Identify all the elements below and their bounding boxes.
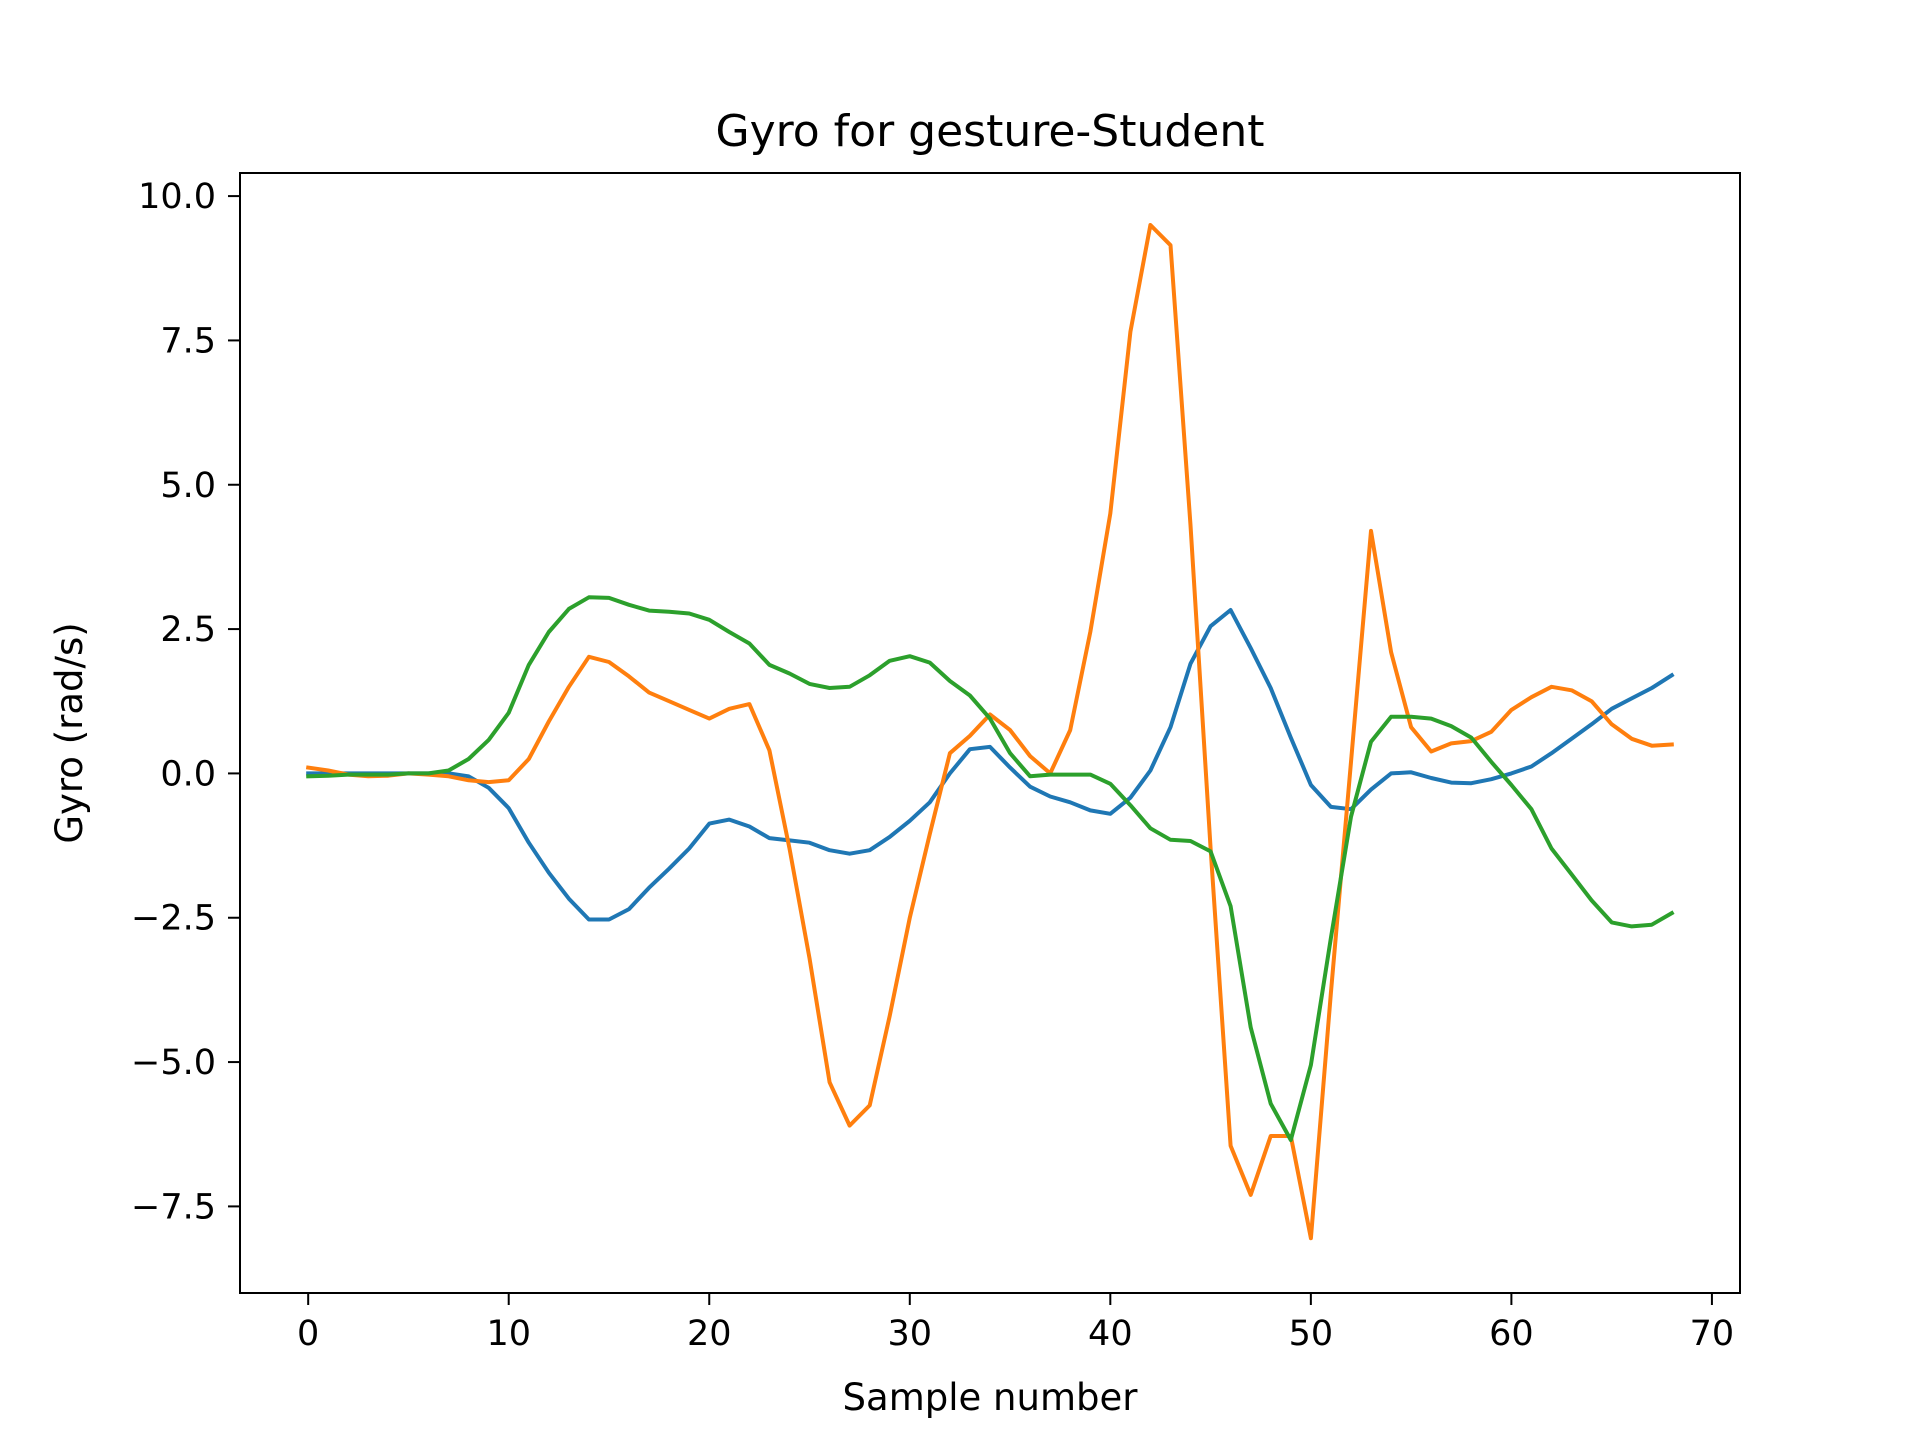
y-tick-label: 0.0 [160,754,216,794]
x-tick-label: 0 [297,1314,319,1354]
series-layer [305,223,1675,1241]
y-tick-label: 10.0 [138,177,216,217]
x-tick-label: 70 [1690,1314,1735,1354]
x-tick-label: 50 [1289,1314,1334,1354]
y-tick-label: −7.5 [131,1187,216,1227]
x-tick-label: 30 [888,1314,933,1354]
x-tick-label: 20 [687,1314,732,1354]
y-tick-label: −5.0 [131,1043,216,1083]
y-axis-label: Gyro (rad/s) [48,622,91,843]
plot-area-frame [239,172,1741,1294]
y-tick-label: 7.5 [160,321,216,361]
series-line-2 [305,223,1674,1241]
y-tick-label: 5.0 [160,466,216,506]
x-axis-label: Sample number [843,1376,1139,1419]
series-line-1 [306,608,1675,922]
y-tick-label: 2.5 [160,610,216,650]
x-tick-label: 60 [1489,1314,1534,1354]
y-tick-label: −2.5 [131,899,216,939]
x-axis-ticks: 0 10 20 30 40 50 60 70 [297,1293,1734,1354]
y-axis-ticks: −7.5 −5.0 −2.5 0.0 2.5 5.0 7.5 10.0 [131,177,240,1227]
chart-title: Gyro for gesture-Student [716,106,1265,157]
x-tick-label: 40 [1088,1314,1133,1354]
series-line-3 [306,595,1675,1142]
x-tick-label: 10 [486,1314,531,1354]
